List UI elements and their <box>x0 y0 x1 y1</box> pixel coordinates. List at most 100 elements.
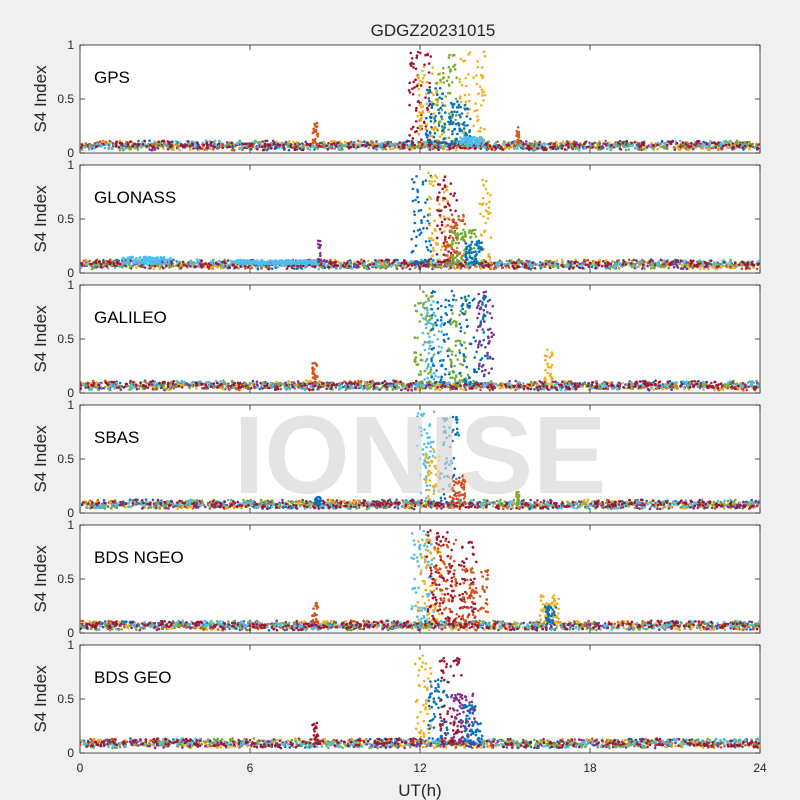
data-point <box>445 188 448 192</box>
data-point <box>430 106 434 109</box>
data-point <box>411 141 415 144</box>
data-point <box>92 266 96 270</box>
data-point <box>724 143 728 147</box>
data-point <box>489 193 492 197</box>
data-point <box>411 87 414 90</box>
data-point <box>348 259 352 262</box>
data-point <box>577 149 581 152</box>
data-point <box>153 148 157 151</box>
data-point <box>453 110 456 113</box>
data-point <box>606 263 609 267</box>
data-point <box>419 231 423 234</box>
data-point <box>480 259 484 262</box>
data-point <box>604 139 607 143</box>
data-point <box>312 127 315 131</box>
data-point <box>454 256 458 259</box>
data-point <box>683 144 686 147</box>
data-point <box>722 261 726 264</box>
data-point <box>429 250 433 253</box>
data-point <box>436 93 439 96</box>
data-point <box>457 218 461 221</box>
data-point <box>416 75 419 78</box>
data-point <box>475 240 479 244</box>
data-point <box>360 258 363 262</box>
data-point <box>538 140 541 144</box>
data-point <box>474 254 477 258</box>
data-point <box>285 267 289 270</box>
data-point <box>244 260 248 264</box>
data-point <box>434 115 438 118</box>
data-point <box>260 258 264 262</box>
data-point <box>700 144 703 147</box>
data-point <box>742 148 745 151</box>
data-point <box>311 138 315 142</box>
data-point <box>469 236 472 239</box>
data-point <box>472 76 475 79</box>
data-point <box>705 142 709 146</box>
data-point <box>425 135 429 139</box>
data-point <box>584 263 587 266</box>
data-point <box>256 141 260 144</box>
data-point <box>560 147 564 150</box>
data-point <box>318 239 322 243</box>
data-point <box>414 78 417 82</box>
data-point <box>467 145 470 148</box>
data-point <box>94 261 98 265</box>
data-point <box>450 110 454 114</box>
data-point <box>109 141 112 145</box>
data-point <box>686 148 690 152</box>
data-point <box>128 255 132 259</box>
data-point <box>522 145 525 149</box>
data-point <box>446 262 449 266</box>
data-point <box>464 235 468 238</box>
data-point <box>401 267 404 270</box>
data-point <box>484 209 488 213</box>
data-point <box>433 180 437 183</box>
data-point <box>527 266 530 270</box>
data-point <box>410 57 414 60</box>
data-point <box>720 262 724 266</box>
data-point <box>516 147 519 150</box>
data-point <box>337 142 340 145</box>
data-point <box>443 126 447 129</box>
data-point <box>289 263 293 266</box>
data-point <box>296 142 299 146</box>
data-point <box>148 139 151 142</box>
data-point <box>424 116 428 120</box>
data-point <box>123 261 126 265</box>
data-point <box>412 62 415 66</box>
data-point <box>414 67 418 71</box>
data-point <box>482 90 486 94</box>
data-point <box>330 143 333 146</box>
data-point <box>337 260 340 264</box>
data-point <box>416 126 420 130</box>
data-point <box>255 265 258 269</box>
data-point <box>136 262 140 266</box>
data-point <box>331 139 335 143</box>
data-point <box>617 267 621 270</box>
data-point <box>457 103 461 107</box>
data-point <box>514 261 518 265</box>
data-point <box>458 80 462 84</box>
data-point <box>462 259 465 262</box>
data-point <box>581 264 584 268</box>
data-point <box>102 258 105 262</box>
data-point <box>665 147 669 151</box>
data-point <box>469 117 472 121</box>
data-point <box>253 260 257 263</box>
data-point <box>371 141 375 144</box>
data-point <box>275 146 278 149</box>
data-point <box>476 60 479 63</box>
data-point <box>114 142 118 146</box>
data-point <box>368 263 372 266</box>
data-point <box>384 147 388 151</box>
data-point <box>223 144 226 148</box>
data-point <box>571 266 575 270</box>
data-point <box>166 147 170 151</box>
data-point <box>118 141 122 145</box>
data-point <box>425 144 428 148</box>
data-point <box>467 262 470 265</box>
data-point <box>232 260 235 264</box>
data-point <box>455 246 459 250</box>
data-point <box>367 146 371 150</box>
